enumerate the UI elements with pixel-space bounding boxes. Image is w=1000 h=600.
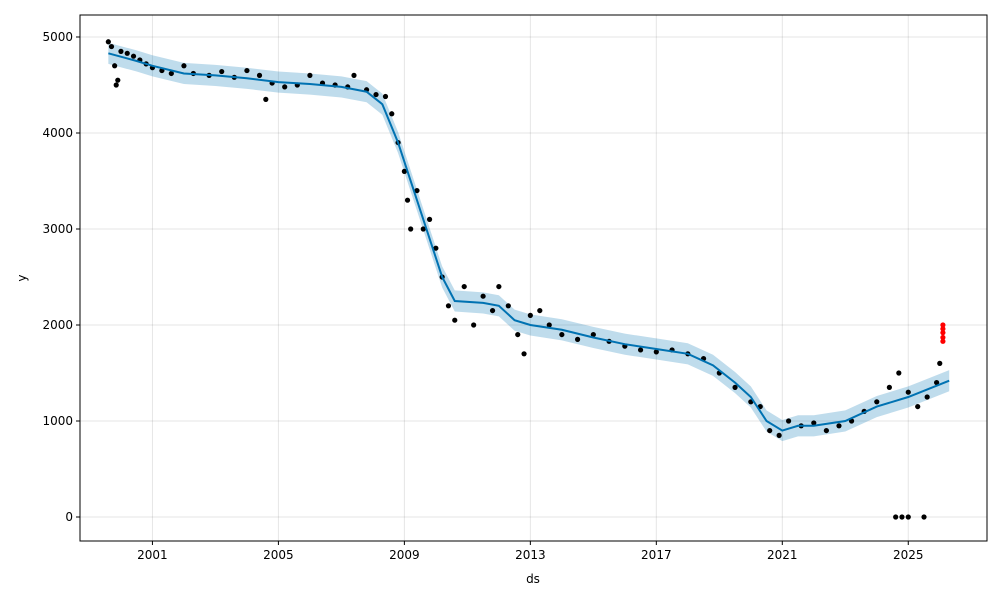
y-tick-label: 5000 [42, 30, 73, 44]
observed-point [480, 293, 486, 299]
observed-point [414, 187, 420, 194]
observed-point [896, 370, 902, 376]
future-point [940, 330, 946, 336]
observed-point [108, 43, 115, 50]
observed-point [433, 245, 439, 251]
observed-point [244, 67, 250, 74]
observed-point [105, 39, 111, 45]
observed-point [874, 399, 880, 405]
observed-point [732, 384, 738, 390]
future-point [940, 326, 946, 332]
x-tick-label: 2001 [137, 548, 168, 562]
observed-point [219, 68, 225, 75]
observed-point [181, 63, 187, 69]
y-tick-label: 0 [65, 510, 73, 524]
observed-point [496, 283, 502, 290]
observed-point [785, 418, 792, 424]
observed-point [559, 331, 565, 338]
x-axis-label: ds [526, 572, 540, 586]
observed-point [886, 384, 892, 390]
observed-point [382, 93, 389, 100]
observed-point [113, 82, 119, 88]
y-tick-label: 1000 [42, 414, 73, 428]
observed-point [489, 307, 496, 314]
observed-point [899, 514, 905, 520]
observed-point [937, 360, 943, 366]
observed-point [515, 331, 521, 338]
observed-point [373, 91, 379, 98]
observed-point [168, 70, 174, 77]
observed-point [767, 427, 773, 434]
observed-point [776, 432, 782, 438]
observed-point [905, 389, 911, 395]
observed-point [537, 307, 543, 314]
observed-point [426, 216, 433, 222]
x-tick-label: 2013 [515, 548, 546, 562]
observed-point [256, 72, 263, 78]
uncertainty-band [108, 42, 950, 442]
observed-point [118, 48, 124, 54]
observed-point [934, 379, 940, 386]
observed-point [915, 403, 921, 410]
observed-point [893, 514, 899, 520]
observed-point [574, 336, 581, 342]
observed-point [282, 84, 288, 90]
observed-point [445, 303, 452, 309]
forecast-line [108, 52, 950, 432]
observed-point [924, 394, 930, 400]
observed-point [905, 514, 911, 520]
observed-point [461, 283, 467, 290]
observed-point [124, 50, 130, 56]
observed-point [401, 168, 407, 174]
observed-point [811, 420, 817, 426]
x-tick-label: 2017 [641, 548, 672, 562]
observed-point [653, 349, 659, 355]
y-tick-label: 3000 [42, 222, 73, 236]
observed-point [307, 72, 313, 78]
observed-point [505, 303, 511, 309]
future-point [940, 334, 946, 341]
x-tick-label: 2005 [263, 548, 294, 562]
observed-point [823, 427, 829, 434]
observed-point [130, 53, 137, 59]
y-tick-label: 4000 [42, 126, 73, 140]
observed-point [420, 226, 426, 232]
y-tick-label: 2000 [42, 318, 73, 332]
observed-point [637, 347, 644, 353]
observed-point [263, 96, 269, 102]
future-point [940, 338, 946, 344]
observed-point [452, 317, 458, 323]
x-tick-label: 2021 [767, 548, 798, 562]
observed-point [521, 351, 527, 357]
observed-point [351, 72, 357, 78]
observed-point [836, 423, 842, 429]
observed-point [590, 331, 596, 338]
y-axis-label: y [15, 274, 29, 281]
x-tick-label: 2025 [893, 548, 924, 562]
observed-point [408, 226, 414, 232]
x-tick-label: 2009 [389, 548, 420, 562]
observed-point [527, 312, 533, 318]
future-point [940, 322, 946, 328]
observed-point [921, 514, 927, 520]
observed-point [546, 322, 552, 328]
observed-point [112, 63, 118, 69]
plot-frame [79, 14, 988, 542]
observed-point [389, 111, 395, 117]
observed-point [115, 77, 121, 83]
observed-point [471, 322, 477, 328]
observed-point [404, 197, 411, 203]
